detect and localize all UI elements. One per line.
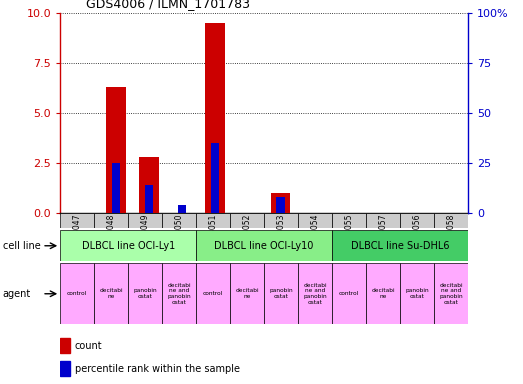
Bar [298,213,332,228]
Text: decitabi
ne and
panobin
ostat: decitabi ne and panobin ostat [167,283,191,305]
Text: GSM673052: GSM673052 [243,214,252,260]
Text: GSM673056: GSM673056 [413,214,422,260]
Text: GSM673051: GSM673051 [209,214,218,260]
Bar [145,185,153,213]
Bar [366,263,400,324]
Bar [230,263,264,324]
Bar [112,163,120,213]
Text: decitabi
ne: decitabi ne [235,288,259,299]
Bar [211,143,219,213]
Bar [332,230,468,261]
Text: GSM673055: GSM673055 [345,214,354,260]
Bar [60,361,70,376]
Bar [366,213,400,228]
Text: decitabi
ne: decitabi ne [99,288,123,299]
Bar [178,205,186,213]
Text: control: control [203,291,223,296]
Bar [60,230,196,261]
Bar [60,213,94,228]
Bar [196,230,332,261]
Text: GSM673047: GSM673047 [73,214,82,260]
Bar [298,263,332,324]
Bar [264,213,298,228]
Bar [230,213,264,228]
Bar [434,213,468,228]
Bar [60,338,70,353]
Bar [332,263,366,324]
Text: GDS4006 / ILMN_1701783: GDS4006 / ILMN_1701783 [86,0,251,10]
Text: GSM673054: GSM673054 [311,214,320,260]
Bar [128,213,162,228]
Text: percentile rank within the sample: percentile rank within the sample [74,364,240,374]
Bar [332,213,366,228]
Bar [196,213,230,228]
Text: cell line: cell line [3,241,40,251]
Text: control: control [339,291,359,296]
Bar [205,23,225,213]
Text: panobin
ostat: panobin ostat [133,288,157,299]
Bar [400,213,434,228]
Bar [94,213,128,228]
Text: panobin
ostat: panobin ostat [269,288,293,299]
Bar [60,263,94,324]
Text: decitabi
ne and
panobin
ostat: decitabi ne and panobin ostat [303,283,327,305]
Text: count: count [74,341,102,351]
Text: decitabi
ne: decitabi ne [371,288,395,299]
Bar [196,263,230,324]
Bar [94,263,128,324]
Bar [434,263,468,324]
Bar [271,193,290,213]
Bar [128,263,162,324]
Bar [162,263,196,324]
Text: DLBCL line OCI-Ly1: DLBCL line OCI-Ly1 [82,241,175,251]
Bar [162,213,196,228]
Text: DLBCL line Su-DHL6: DLBCL line Su-DHL6 [351,241,449,251]
Text: GSM673058: GSM673058 [447,214,456,260]
Text: GSM673053: GSM673053 [277,214,286,260]
Bar [277,197,285,213]
Text: GSM673050: GSM673050 [175,214,184,260]
Text: GSM673057: GSM673057 [379,214,388,260]
Text: agent: agent [3,289,31,299]
Bar [106,87,126,213]
Text: panobin
ostat: panobin ostat [405,288,429,299]
Bar [400,263,434,324]
Text: decitabi
ne and
panobin
ostat: decitabi ne and panobin ostat [439,283,463,305]
Bar [139,157,159,213]
Text: GSM673048: GSM673048 [107,214,116,260]
Text: control: control [67,291,87,296]
Text: GSM673049: GSM673049 [141,214,150,260]
Text: DLBCL line OCI-Ly10: DLBCL line OCI-Ly10 [214,241,314,251]
Bar [264,263,298,324]
